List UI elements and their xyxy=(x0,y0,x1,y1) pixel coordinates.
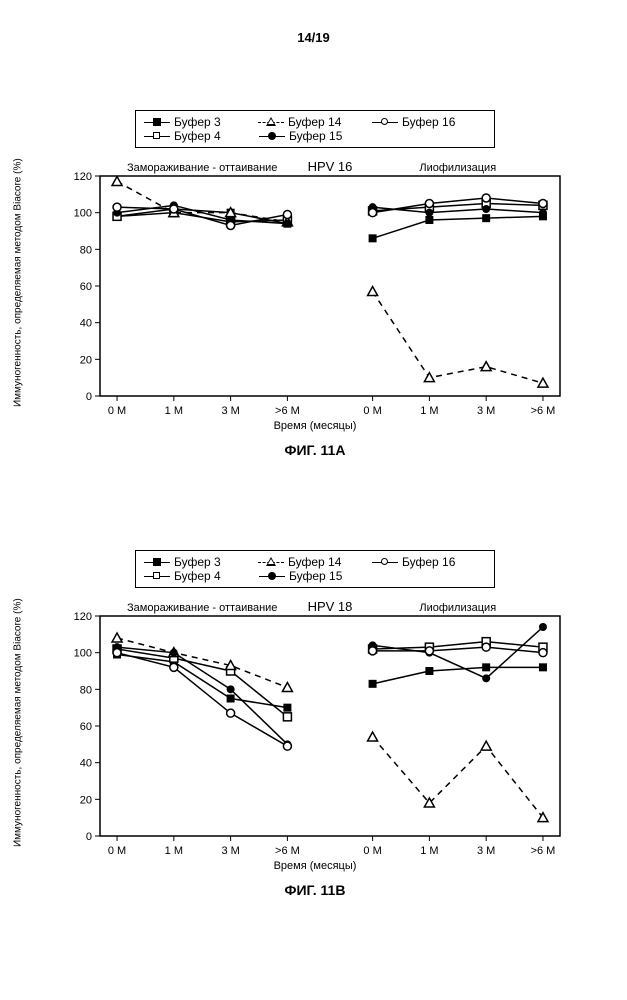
svg-text:Замораживание - оттаивание: Замораживание - оттаивание xyxy=(127,602,277,614)
chart-a-plot: Иммуногенность, определяемая методом Bia… xyxy=(60,156,570,458)
chart-b-caption: ФИГ. 11В xyxy=(60,882,570,898)
svg-text:HPV 18: HPV 18 xyxy=(308,599,353,614)
svg-text:3 M: 3 M xyxy=(477,405,495,416)
legend-item-b14: Буфер 14 xyxy=(258,115,372,129)
svg-text:0 M: 0 M xyxy=(363,845,381,856)
legend-item-b15: Буфер 15 xyxy=(259,569,374,583)
chart-a-ylabel: Иммуногенность, определяемая методом Bia… xyxy=(13,207,24,407)
chart-b-legend: Буфер 3 Буфер 14 Буфер 16 Буфер 4 Буфер … xyxy=(135,550,495,588)
svg-text:1 M: 1 M xyxy=(420,845,438,856)
chart-a-caption: ФИГ. 11А xyxy=(60,442,570,458)
svg-text:Лиофилизация: Лиофилизация xyxy=(419,162,496,174)
legend-label: Буфер 15 xyxy=(289,129,342,143)
chart-b-ylabel: Иммуногенность, определяемая методом Bia… xyxy=(13,647,24,847)
svg-text:20: 20 xyxy=(80,354,92,366)
svg-text:0 M: 0 M xyxy=(108,405,126,416)
svg-text:80: 80 xyxy=(80,244,92,256)
svg-text:Замораживание - оттаивание: Замораживание - оттаивание xyxy=(127,162,277,174)
svg-text:0: 0 xyxy=(86,831,92,843)
legend-label: Буфер 3 xyxy=(174,555,221,569)
svg-text:>6 M: >6 M xyxy=(275,845,300,856)
legend-item-b3: Буфер 3 xyxy=(144,115,258,129)
page-number: 14/19 xyxy=(0,0,627,45)
svg-text:120: 120 xyxy=(74,611,92,623)
chart-b-block: Буфер 3 Буфер 14 Буфер 16 Буфер 4 Буфер … xyxy=(60,550,570,898)
legend-label: Буфер 16 xyxy=(402,115,455,129)
svg-text:3 M: 3 M xyxy=(221,405,239,416)
legend-item-b4: Буфер 4 xyxy=(144,129,259,143)
legend-item-b16: Буфер 16 xyxy=(372,115,486,129)
chart-a-xlabel: Время (месяцы) xyxy=(60,420,570,432)
chart-a-block: Буфер 3 Буфер 14 Буфер 16 Буфер 4 Буфер … xyxy=(60,110,570,458)
legend-label: Буфер 14 xyxy=(288,555,341,569)
legend-label: Буфер 16 xyxy=(402,555,455,569)
legend-item-b14: Буфер 14 xyxy=(258,555,372,569)
legend-label: Буфер 4 xyxy=(174,129,221,143)
legend-label: Буфер 15 xyxy=(289,569,342,583)
legend-label: Буфер 3 xyxy=(174,115,221,129)
legend-item-b3: Буфер 3 xyxy=(144,555,258,569)
legend-label: Буфер 4 xyxy=(174,569,221,583)
svg-text:1 M: 1 M xyxy=(165,405,183,416)
svg-text:0 M: 0 M xyxy=(108,845,126,856)
svg-text:3 M: 3 M xyxy=(221,845,239,856)
svg-text:120: 120 xyxy=(74,171,92,183)
svg-text:20: 20 xyxy=(80,794,92,806)
legend-item-b16: Буфер 16 xyxy=(372,555,486,569)
svg-text:80: 80 xyxy=(80,684,92,696)
svg-text:60: 60 xyxy=(80,281,92,293)
chart-a-legend: Буфер 3 Буфер 14 Буфер 16 Буфер 4 Буфер … xyxy=(135,110,495,148)
svg-text:40: 40 xyxy=(80,758,92,770)
chart-b-xlabel: Время (месяцы) xyxy=(60,860,570,872)
svg-text:100: 100 xyxy=(74,648,92,660)
svg-text:0 M: 0 M xyxy=(363,405,381,416)
svg-text:1 M: 1 M xyxy=(165,845,183,856)
svg-text:>6 M: >6 M xyxy=(531,405,556,416)
svg-text:1 M: 1 M xyxy=(420,405,438,416)
legend-item-b4: Буфер 4 xyxy=(144,569,259,583)
svg-text:Лиофилизация: Лиофилизация xyxy=(419,602,496,614)
svg-text:>6 M: >6 M xyxy=(275,405,300,416)
legend-item-b15: Буфер 15 xyxy=(259,129,374,143)
chart-b-plot: Иммуногенность, определяемая методом Bia… xyxy=(60,596,570,898)
svg-text:HPV 16: HPV 16 xyxy=(308,159,353,174)
chart-a-svg: 0 20 40 60 80 100 120 0 M 1 M 3 M >6 M 0 M 1 M 3 M >6 … xyxy=(60,156,570,416)
svg-text:>6 M: >6 M xyxy=(531,845,556,856)
svg-text:40: 40 xyxy=(80,318,92,330)
svg-text:100: 100 xyxy=(74,208,92,220)
svg-text:60: 60 xyxy=(80,721,92,733)
chart-b-svg: 0 20 40 60 80 100 120 0 M 1 M 3 M >6 M 0 M 1 M 3 M >6 … xyxy=(60,596,570,856)
svg-text:3 M: 3 M xyxy=(477,845,495,856)
svg-text:0: 0 xyxy=(86,391,92,403)
legend-label: Буфер 14 xyxy=(288,115,341,129)
